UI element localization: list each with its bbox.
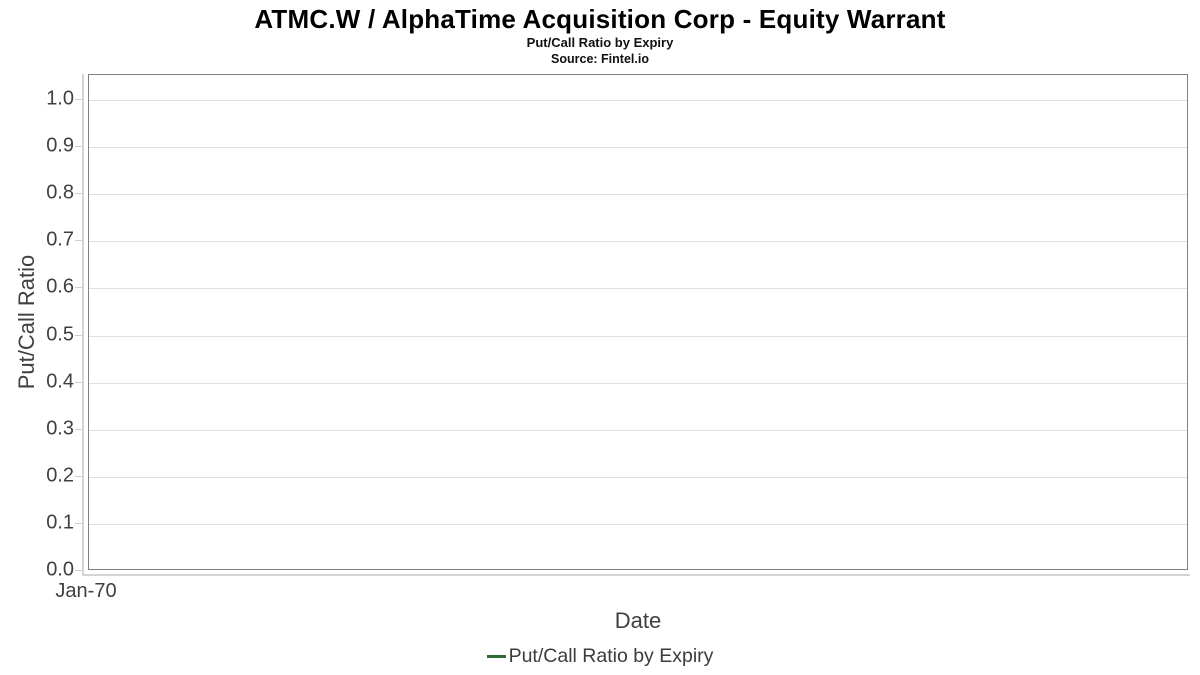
x-tick-label: Jan-70 (55, 580, 117, 602)
plot-area (88, 74, 1188, 570)
chart-title: ATMC.W / AlphaTime Acquisition Corp - Eq… (254, 4, 946, 34)
y-tick-label: 0.1 (46, 511, 74, 534)
y-gridline (89, 335, 1187, 337)
y-tick-mark (75, 146, 82, 148)
y-gridline (89, 194, 1187, 196)
y-tick-mark (75, 240, 82, 242)
y-tick-label: 0.5 (46, 323, 74, 345)
y-tick-mark (75, 522, 82, 524)
y-tick-label: 0.9 (46, 134, 74, 157)
y-tick-label: 0.6 (46, 275, 74, 298)
y-tick-mark (75, 99, 82, 100)
y-gridline (89, 147, 1187, 149)
y-tick-mark (75, 475, 82, 477)
y-tick-label: 0.8 (46, 181, 74, 204)
y-gridline (89, 523, 1187, 525)
y-tick-mark (75, 193, 82, 195)
y-gridline (89, 241, 1187, 243)
y-gridline (89, 429, 1187, 431)
y-tick-mark (75, 428, 82, 430)
x-axis-title: Date (614, 608, 662, 633)
chart-source: Source: Fintel.io (551, 52, 649, 66)
x-axis-line (82, 574, 1190, 576)
y-gridline (89, 476, 1187, 478)
y-tick-label: 0.0 (46, 558, 74, 581)
legend: Put/Call Ratio by Expiry (0, 645, 1200, 668)
y-axis-line (82, 74, 84, 576)
y-tick-label: 0.4 (46, 370, 74, 393)
y-gridline (89, 100, 1187, 101)
y-tick-label: 0.2 (46, 464, 74, 487)
y-tick-label: 1.0 (46, 87, 74, 110)
y-tick-label: 0.7 (46, 228, 74, 251)
y-tick-mark (75, 381, 82, 383)
chart-subtitle: Put/Call Ratio by Expiry (526, 35, 674, 50)
y-tick-mark (75, 334, 82, 336)
y-tick-mark (75, 570, 82, 571)
y-gridline (89, 382, 1187, 384)
y-gridline (89, 288, 1187, 290)
y-axis-title: Put/Call Ratio (14, 254, 39, 390)
y-tick-label: 0.3 (46, 417, 74, 440)
legend-label: Put/Call Ratio by Expiry (508, 645, 714, 667)
legend-line-marker-icon (486, 655, 506, 658)
y-tick-mark (75, 287, 82, 289)
